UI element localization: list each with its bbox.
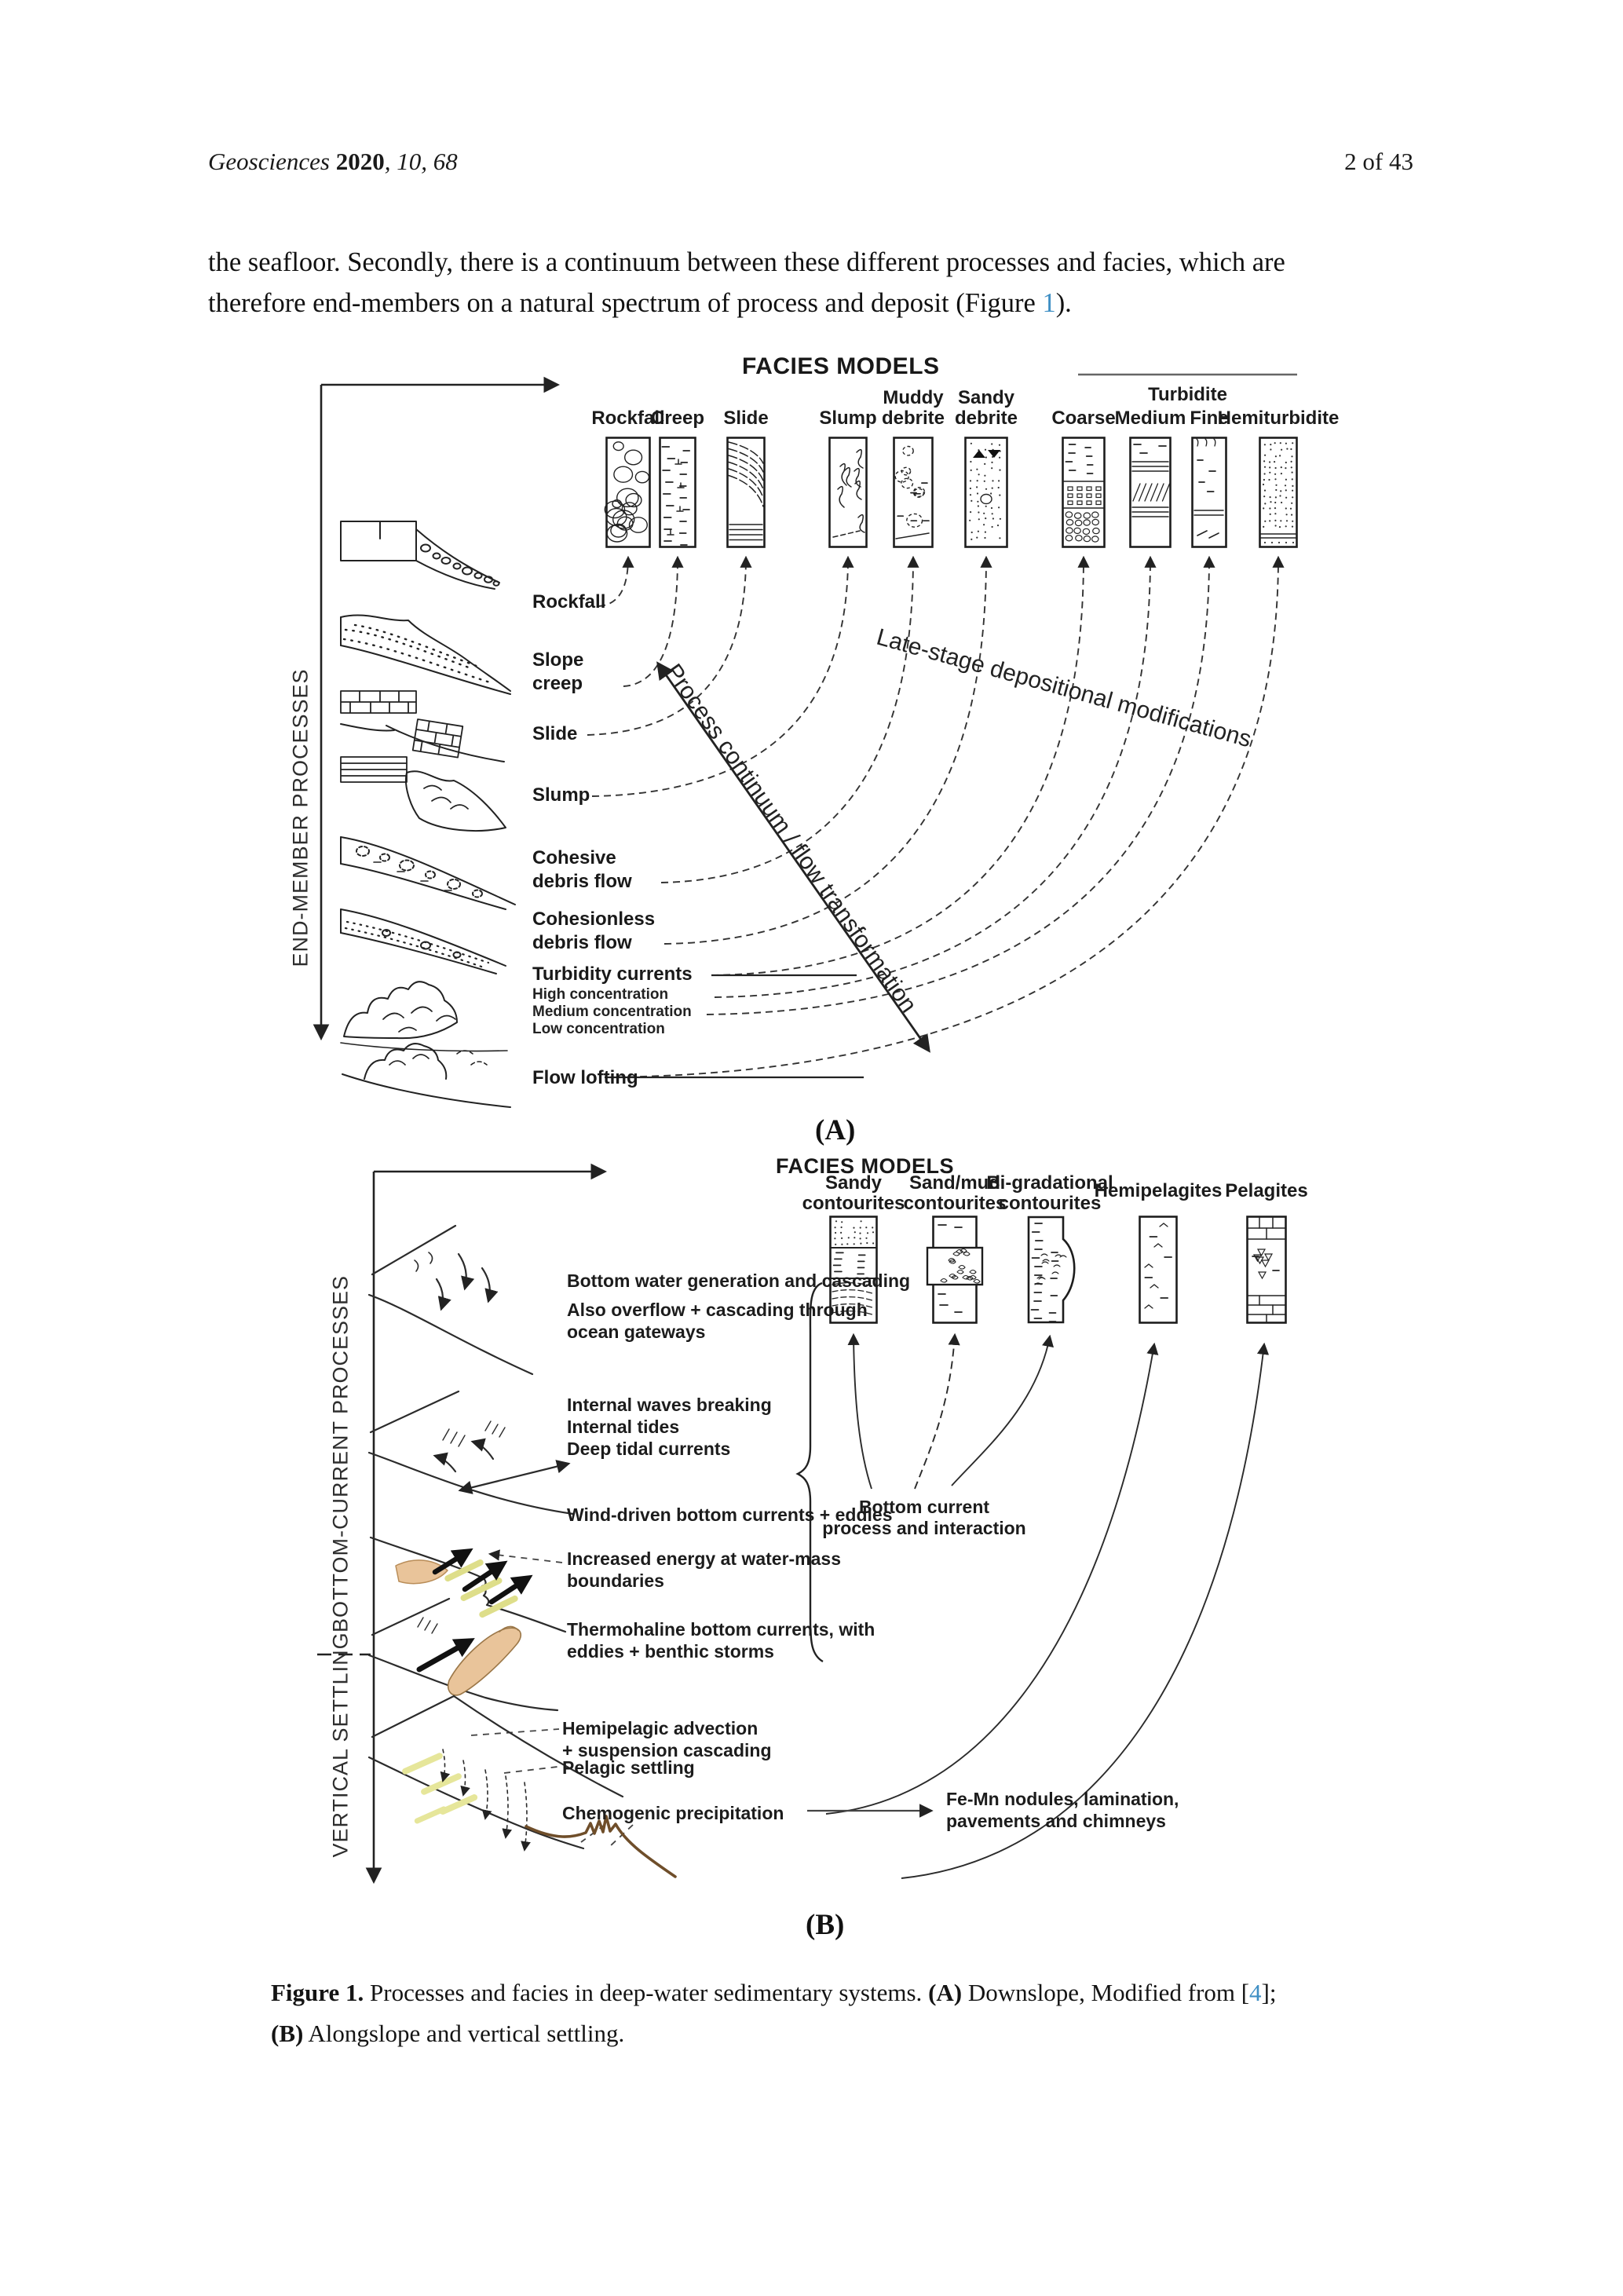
body-text-line: therefore end-members on a natural spect…: [208, 288, 1072, 318]
facies-a-strip-medium: [1122, 435, 1179, 555]
process-continuum-label: Process continuum / flow transformation: [660, 659, 922, 1018]
process-b-label: Hemipelagic advection + suspension cascad…: [562, 1718, 772, 1760]
facies-a-strip-creep: [652, 435, 704, 555]
facies-a-strip-slide: [719, 435, 773, 555]
process-b-label: Internal waves breaking Internal tides: [567, 1395, 772, 1437]
cohesionless-debris-flow-sketch: [340, 909, 506, 974]
caption-line-1: Figure 1. Processes and facies in deep-w…: [271, 1979, 1277, 2006]
facies-a-header-fine: Fine: [1190, 408, 1229, 429]
process-b-label: Increased energy at water-mass boundaries: [567, 1548, 842, 1591]
panel-b-axis-label-bottom: VERTICAL SETTLING: [328, 1632, 353, 1858]
turbidite-group-label: Turbidite: [1148, 384, 1227, 405]
facies-a-strip-coarse: [1055, 435, 1113, 555]
journal-year: 2020: [335, 148, 385, 175]
facies-a-header-medium: Medium: [1114, 408, 1186, 429]
caption-line-2: (B) Alongslope and vertical settling.: [271, 2020, 625, 2047]
facies-b-header-pelag: Pelagites: [1225, 1180, 1308, 1201]
bottom-current-interaction-label: Bottom current process and interaction: [822, 1497, 1026, 1538]
panel-b-letter: (B): [806, 1909, 845, 1941]
process-a-label: Slope creep: [532, 649, 584, 694]
wind-driven-currents-sketch: [369, 1536, 567, 1633]
process-b-label: Bottom water generation and cascading: [567, 1270, 911, 1291]
figure-caption: Figure 1. Processes and facies in deep-w…: [271, 1972, 1425, 2054]
panel-b-fan-arrows: [847, 1333, 1055, 1490]
facies-b-strip-hemipel: [1131, 1214, 1185, 1331]
process-b-label: Chemogenic precipitation: [562, 1803, 784, 1823]
figure-reference-link[interactable]: 1: [1042, 288, 1056, 318]
rockfall-sketch: [340, 521, 500, 590]
facies-b-strip-sandmud: [925, 1214, 985, 1331]
facies-a-header-muddy: Muddy debrite: [881, 387, 945, 429]
thermohaline-currents-sketch: [367, 1597, 559, 1712]
process-b-label: Deep tidal currents: [567, 1439, 731, 1459]
facies-a-strip-hemi: [1252, 435, 1305, 555]
panel-a-axis-label: END-MEMBER PROCESSES: [288, 668, 313, 967]
process-a-label: Slump: [532, 784, 590, 806]
facies-a-header-slide: Slide: [723, 408, 769, 429]
facies-a-header-creep: Creep: [650, 408, 705, 429]
citation-link[interactable]: 4: [1249, 1979, 1262, 2006]
flow-lofting-sketch: [342, 1043, 511, 1108]
femn-label: Fe-Mn nodules, lamination, pavements and …: [946, 1789, 1179, 1831]
facies-b-strip-sandycont: [822, 1214, 885, 1331]
panel-a-letter: (A): [815, 1114, 856, 1146]
panel-b-axis-label-top: BOTTOM-CURRENT PROCESSES: [328, 1274, 353, 1633]
facies-a-strip-sandy: [957, 435, 1015, 555]
panel-a-axis: [313, 376, 561, 1041]
journal-volume: , 10, 68: [384, 148, 458, 175]
panel-b-title: FACIES MODELS: [776, 1154, 955, 1178]
internal-waves-sketch: [367, 1390, 575, 1515]
process-a-label: Slide: [532, 723, 578, 744]
slope-creep-sketch: [340, 614, 511, 695]
process-b-label: Wind-driven bottom currents + eddies: [567, 1504, 893, 1525]
facies-a-strip-muddy: [886, 435, 941, 555]
slide-sketch: [340, 690, 505, 762]
journal-header: Geosciences 2020, 10, 68: [208, 148, 458, 176]
process-a-label: Turbidity currents High concentration Medi…: [532, 963, 693, 1037]
facies-b-header-sandycont: Sandy contourites: [802, 1172, 905, 1214]
process-a-label: Cohesive debris flow: [532, 847, 632, 892]
journal-name: Geosciences: [208, 148, 330, 175]
process-a-label: Cohesionless debris flow: [532, 909, 656, 953]
facies-b-header-sandmud: Sand/mud contourites: [903, 1172, 1007, 1214]
facies-a-strip-cobbles: [598, 435, 658, 555]
process-b-label: Thermohaline bottom currents, with eddies…: [567, 1619, 875, 1662]
bottom-water-cascading-sketch: [367, 1224, 534, 1376]
body-text-line: the seafloor. Secondly, there is a conti…: [208, 247, 1285, 277]
facies-a-header-slump: Slump: [819, 408, 877, 429]
late-stage-label: Late-stage depositional modifications: [873, 623, 1255, 753]
facies-a-header-coarse: Coarse: [1051, 408, 1116, 429]
facies-b-strip-bigrad: [1020, 1214, 1080, 1331]
page-number: 2 of 43: [1344, 148, 1413, 175]
process-a-label: Flow lofting: [532, 1067, 638, 1088]
process-a-label: Rockfall: [532, 591, 606, 612]
slump-sketch: [340, 756, 506, 832]
panel-a-title: FACIES MODELS: [742, 353, 940, 379]
facies-b-header-hemipel: Hemipelagites: [1094, 1180, 1223, 1201]
turbidity-current-sketch: [340, 981, 508, 1052]
facies-a-strip-fine: [1184, 435, 1234, 555]
facies-a-header-sandy: Sandy debrite: [954, 387, 1018, 429]
process-b-label: Pelagic settling: [562, 1757, 695, 1778]
facies-b-strip-pelag: [1239, 1214, 1294, 1331]
process-b-label: Also overflow + cascading through ocean g…: [567, 1300, 868, 1342]
cohesive-debris-flow-sketch: [340, 836, 516, 910]
facies-b-header-bigrad: Bi-gradational contourites: [986, 1172, 1113, 1214]
facies-a-header-hemi: Hemiturbidite: [1217, 408, 1340, 429]
facies-a-header-cobbles: Rockfall: [591, 408, 665, 429]
facies-a-strip-slump: [821, 435, 875, 555]
